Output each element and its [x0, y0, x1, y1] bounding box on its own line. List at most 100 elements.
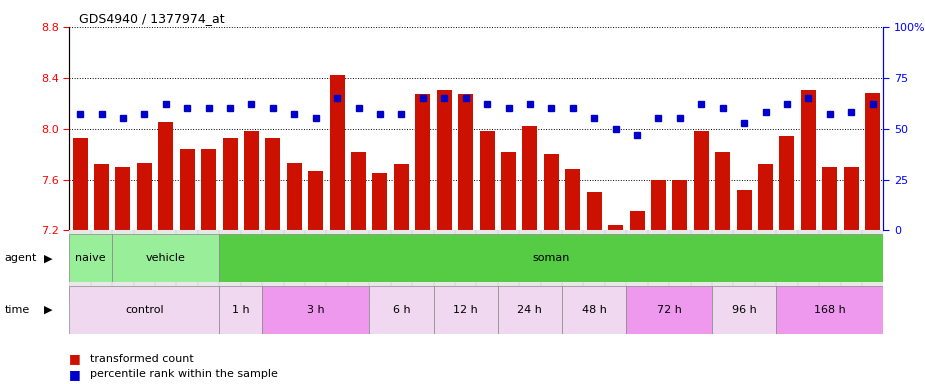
- Bar: [712, 286, 776, 334]
- Bar: [736, 190, 752, 230]
- Bar: [352, 152, 366, 230]
- Text: 24 h: 24 h: [517, 305, 542, 315]
- Text: 96 h: 96 h: [732, 305, 757, 315]
- Bar: [565, 169, 580, 230]
- Bar: [158, 122, 173, 230]
- Bar: [305, 230, 327, 301]
- Bar: [820, 230, 841, 301]
- Bar: [155, 230, 177, 301]
- Text: soman: soman: [533, 253, 570, 263]
- Bar: [434, 230, 455, 301]
- Bar: [476, 230, 498, 301]
- Bar: [219, 230, 240, 301]
- Text: time: time: [5, 305, 30, 315]
- Bar: [626, 230, 647, 301]
- Bar: [780, 136, 795, 230]
- Bar: [72, 137, 88, 230]
- Bar: [626, 286, 712, 334]
- Bar: [69, 230, 91, 301]
- Bar: [179, 149, 194, 230]
- Bar: [801, 91, 816, 230]
- Text: ▶: ▶: [44, 253, 53, 263]
- Bar: [219, 286, 262, 334]
- Bar: [498, 230, 519, 301]
- Text: agent: agent: [5, 253, 37, 263]
- Bar: [244, 131, 259, 230]
- Bar: [369, 286, 434, 334]
- Bar: [219, 234, 883, 282]
- Text: ■: ■: [69, 353, 81, 366]
- Bar: [434, 286, 498, 334]
- Bar: [223, 137, 238, 230]
- Bar: [755, 230, 776, 301]
- Text: 168 h: 168 h: [814, 305, 845, 315]
- Text: 6 h: 6 h: [392, 305, 410, 315]
- Bar: [651, 180, 666, 230]
- Bar: [112, 234, 219, 282]
- Bar: [608, 225, 623, 230]
- Bar: [672, 180, 687, 230]
- Bar: [797, 230, 820, 301]
- Bar: [69, 286, 219, 334]
- Bar: [112, 230, 133, 301]
- Bar: [540, 230, 562, 301]
- Bar: [327, 230, 348, 301]
- Bar: [369, 230, 390, 301]
- Bar: [669, 230, 691, 301]
- Bar: [137, 163, 152, 230]
- Bar: [822, 167, 837, 230]
- Bar: [691, 230, 712, 301]
- Bar: [348, 230, 369, 301]
- Bar: [862, 230, 883, 301]
- Bar: [262, 230, 284, 301]
- Bar: [776, 230, 797, 301]
- Bar: [177, 230, 198, 301]
- Bar: [265, 137, 280, 230]
- Bar: [605, 230, 626, 301]
- Bar: [287, 163, 302, 230]
- Bar: [415, 94, 430, 230]
- Text: ■: ■: [69, 368, 81, 381]
- Bar: [844, 167, 858, 230]
- Text: naive: naive: [76, 253, 106, 263]
- Bar: [201, 149, 216, 230]
- Bar: [479, 131, 495, 230]
- Text: 12 h: 12 h: [453, 305, 478, 315]
- Bar: [437, 91, 451, 230]
- Bar: [308, 170, 323, 230]
- Bar: [734, 230, 755, 301]
- Text: 72 h: 72 h: [657, 305, 682, 315]
- Bar: [562, 230, 584, 301]
- Bar: [712, 230, 734, 301]
- Bar: [776, 286, 883, 334]
- Bar: [501, 152, 516, 230]
- Bar: [586, 192, 601, 230]
- Bar: [69, 234, 112, 282]
- Text: percentile rank within the sample: percentile rank within the sample: [90, 369, 278, 379]
- Bar: [390, 230, 413, 301]
- Bar: [562, 286, 626, 334]
- Bar: [694, 131, 709, 230]
- Bar: [373, 173, 388, 230]
- Bar: [329, 75, 345, 230]
- Bar: [865, 93, 881, 230]
- Bar: [284, 230, 305, 301]
- Bar: [584, 230, 605, 301]
- Text: 3 h: 3 h: [307, 305, 325, 315]
- Text: GDS4940 / 1377974_at: GDS4940 / 1377974_at: [79, 12, 224, 25]
- Bar: [715, 152, 730, 230]
- Bar: [455, 230, 476, 301]
- Bar: [630, 211, 645, 230]
- Text: 48 h: 48 h: [582, 305, 607, 315]
- Bar: [91, 230, 112, 301]
- Bar: [394, 164, 409, 230]
- Bar: [262, 286, 369, 334]
- Bar: [544, 154, 559, 230]
- Bar: [758, 164, 773, 230]
- Text: 1 h: 1 h: [232, 305, 250, 315]
- Bar: [240, 230, 262, 301]
- Bar: [498, 286, 562, 334]
- Bar: [133, 230, 155, 301]
- Bar: [94, 164, 109, 230]
- Text: vehicle: vehicle: [146, 253, 186, 263]
